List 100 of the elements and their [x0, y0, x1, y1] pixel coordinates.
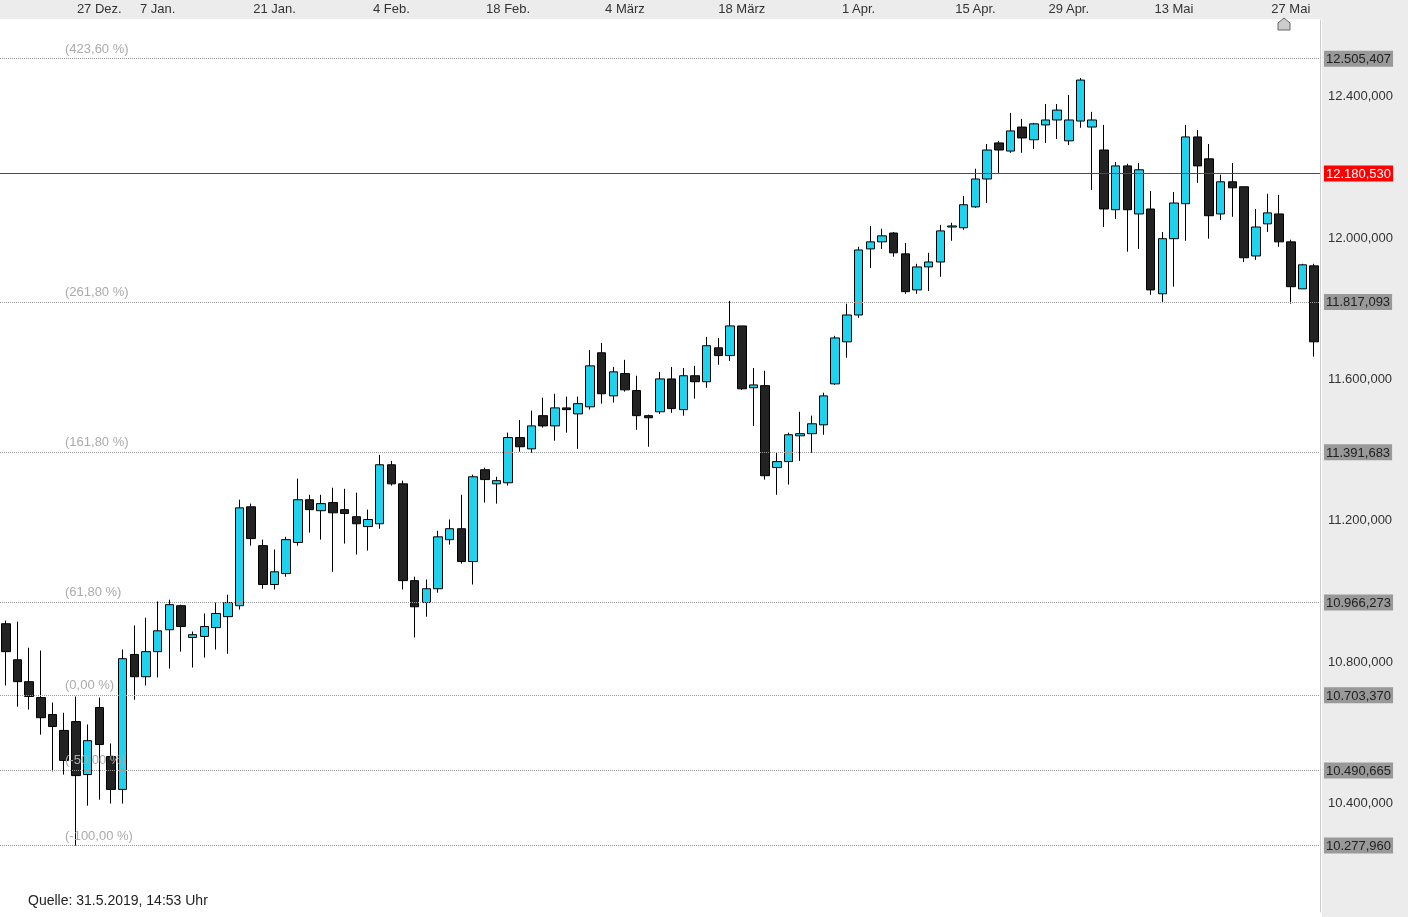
candlestick: [1181, 124, 1190, 242]
candlestick: [340, 488, 349, 545]
ref-line-label: 11.391,683: [1326, 444, 1391, 460]
candlestick: [141, 617, 151, 687]
x-tick-label: 15 Apr.: [955, 1, 996, 16]
candlestick: [422, 579, 431, 618]
candlestick: [550, 393, 560, 442]
candlestick: [1298, 263, 1307, 290]
candlestick: [807, 415, 817, 454]
candlestick: [795, 411, 805, 462]
candlestick: [1111, 161, 1120, 220]
ref-line-label: 10.277,960: [1326, 838, 1392, 854]
candlestick: [1193, 129, 1202, 184]
x-tick-label: 4 Feb.: [372, 1, 410, 16]
candlestick: [223, 594, 233, 655]
candlestick: [889, 231, 898, 258]
candlestick: [1239, 186, 1249, 263]
candlestick: [36, 650, 46, 736]
candlestick: [644, 414, 653, 448]
candlestick: [830, 335, 840, 386]
candlestick: [1064, 94, 1074, 146]
candlestick: [1017, 118, 1027, 154]
candlestick: [1158, 231, 1167, 303]
annotation: Quelle: 31.5.2019, 14:53 Uhr: [28, 892, 209, 908]
candlestick: [1286, 239, 1296, 305]
candlestick: [352, 492, 361, 555]
candlestick: [515, 419, 525, 453]
candlestick: [1006, 112, 1015, 154]
candlestick: [947, 222, 957, 242]
ref-line-label: 11.817,093: [1326, 294, 1391, 310]
candlestick: [702, 336, 711, 389]
x-tick-label: 7 Jan.: [139, 1, 176, 16]
candlestick: [188, 631, 197, 669]
candlestick: [503, 432, 513, 487]
candlestick: [1076, 77, 1085, 129]
candlestick: [153, 600, 162, 678]
x-tick-label: 29 Apr.: [1048, 1, 1090, 16]
ref-line-label: 12.180,530: [1326, 165, 1392, 181]
candlestick: [398, 480, 408, 590]
candlestick: [1169, 191, 1179, 288]
annotation: (161,80 %): [65, 434, 129, 450]
candlestick: [854, 246, 863, 319]
candlestick: [609, 366, 618, 404]
x-tick-label: 1 Apr.: [841, 1, 876, 16]
candlestick: [725, 300, 735, 362]
candlestick: [24, 647, 34, 711]
candlestick: [527, 410, 536, 454]
ref-line-label: 12.505,407: [1326, 51, 1392, 67]
candlestick: [679, 367, 688, 417]
ref-line-label: 10.703,370: [1326, 687, 1392, 703]
candlestick: [1251, 208, 1261, 261]
candlestick: [130, 625, 139, 701]
candlestick: [363, 509, 373, 552]
annotation: (-50,00 %): [65, 752, 126, 768]
candlestick: [1087, 111, 1097, 191]
x-tick-label: 27 Dez.: [76, 1, 122, 16]
candlestick: [573, 396, 583, 450]
x-tick-label: 4 März: [605, 1, 645, 16]
ref-line-label: 10.490,665: [1326, 762, 1392, 778]
candlestick: [538, 397, 548, 429]
y-tick-label: 12.400,000: [1328, 88, 1394, 104]
candlestick: [293, 478, 303, 547]
candlestick: [316, 494, 326, 541]
y-tick-label: 10.800,000: [1328, 653, 1394, 669]
candlestick: [901, 242, 910, 295]
candlestick: [597, 342, 606, 405]
candlestick: [468, 474, 478, 586]
candlestick: [562, 396, 571, 434]
candlestick: [328, 487, 338, 573]
candlestick: [1263, 193, 1272, 233]
candlestick: [281, 536, 291, 578]
annotation: (423,60 %): [65, 40, 129, 56]
candlestick: [270, 549, 279, 590]
candlestick: [784, 432, 793, 486]
candlestick: [737, 325, 747, 391]
y-tick-label: 12.000,000: [1328, 229, 1394, 245]
candlestick: [48, 702, 57, 772]
annotation: (61,80 %): [65, 584, 122, 600]
candlestick: [1204, 143, 1214, 240]
candlestick: [1029, 122, 1039, 150]
candlestick: [1274, 194, 1284, 248]
annotation: (0,00 %): [65, 677, 115, 693]
candlestick: [176, 604, 186, 653]
candlestick: [982, 143, 992, 204]
y-tick-label: 10.400,000: [1328, 794, 1394, 810]
ref-line-label: 10.966,273: [1326, 594, 1392, 610]
candlestick: [877, 228, 887, 250]
candlestick: [258, 539, 268, 590]
x-tick-label: 13 Mai: [1154, 1, 1194, 16]
candlestick: [235, 499, 244, 611]
candlestick: [480, 467, 490, 504]
y-tick-label: 11.200,000: [1328, 512, 1393, 528]
candlestick: [246, 503, 256, 547]
candlestick: [1216, 174, 1225, 221]
candlestick: [772, 452, 782, 496]
candlestick: [165, 599, 174, 670]
candlestick: [959, 195, 968, 231]
candlestick: [585, 349, 595, 411]
candlestick: [1134, 162, 1144, 250]
candlestick: [936, 224, 945, 278]
